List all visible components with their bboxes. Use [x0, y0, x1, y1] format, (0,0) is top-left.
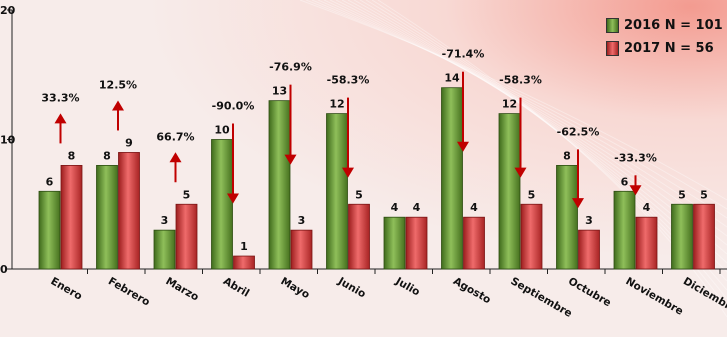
legend: 2016 N = 101 2017 N = 56 — [606, 14, 723, 60]
data-label-2017: 1 — [240, 240, 248, 253]
legend-swatch-2017 — [606, 41, 619, 56]
background-curve — [311, 0, 727, 219]
y-tick-label: 20 — [0, 4, 16, 17]
background-curve — [299, 0, 727, 201]
bar-2017 — [635, 216, 658, 270]
change-arrow-head — [514, 167, 527, 178]
data-label-2017: 9 — [125, 136, 133, 149]
data-label-2016: 4 — [391, 201, 399, 214]
bar-2017 — [520, 203, 543, 270]
change-label: 12.5% — [99, 78, 137, 91]
change-arrow-head — [54, 113, 67, 124]
data-label-2016: 13 — [272, 85, 287, 98]
data-label-2016: 12 — [502, 98, 517, 111]
data-label-2016: 8 — [563, 149, 571, 162]
data-label-2016: 8 — [103, 149, 111, 162]
change-arrow-head — [572, 198, 584, 209]
bar-2016 — [556, 164, 578, 270]
change-label: 33.3% — [41, 91, 79, 104]
data-label-2016: 6 — [46, 175, 54, 188]
change-label: -33.3% — [614, 151, 657, 164]
bar-2016 — [96, 164, 118, 270]
data-label-2017: 4 — [413, 201, 421, 214]
bar-2016 — [613, 190, 636, 270]
change-label: -76.9% — [269, 61, 312, 74]
y-tick-label: 10 — [0, 134, 16, 147]
data-label-2017: 5 — [700, 188, 708, 201]
legend-label-2016: 2016 N = 101 — [624, 18, 723, 33]
bar-2017 — [175, 203, 198, 270]
data-label-2016: 6 — [621, 175, 629, 188]
data-label-2016: 12 — [329, 98, 344, 111]
y-tick-label: 0 — [0, 263, 8, 276]
data-label-2017: 8 — [68, 149, 76, 162]
change-arrow-head — [227, 193, 239, 204]
legend-swatch-2016 — [606, 18, 619, 33]
bar-2017 — [348, 203, 370, 270]
data-label-2016: 14 — [444, 72, 460, 85]
change-label: -58.3% — [327, 74, 370, 87]
bar-2016 — [498, 113, 521, 270]
change-arrow-head — [629, 185, 642, 196]
background-curve — [305, 0, 727, 210]
data-label-2017: 3 — [298, 214, 306, 227]
change-label: -58.3% — [499, 74, 542, 87]
bar-2017 — [60, 164, 83, 270]
data-label-2016: 5 — [678, 188, 686, 201]
bar-2017 — [693, 203, 715, 270]
data-label-2017: 3 — [585, 214, 593, 227]
legend-item-2016: 2016 N = 101 — [606, 14, 723, 37]
background-curve — [317, 0, 727, 228]
change-label: -71.4% — [442, 48, 485, 61]
bar-2017 — [578, 229, 600, 270]
change-label: 66.7% — [156, 130, 194, 143]
bar-2016 — [153, 229, 176, 270]
change-label: -62.5% — [557, 125, 600, 138]
background-curve — [377, 0, 727, 318]
bar-2016 — [326, 113, 348, 270]
bar-2016 — [268, 100, 291, 270]
data-label-2017: 4 — [643, 201, 651, 214]
bar-2016 — [383, 216, 406, 270]
data-label-2017: 5 — [183, 188, 191, 201]
data-label-2016: 3 — [161, 214, 169, 227]
change-label: -90.0% — [212, 100, 255, 113]
bar-2016 — [441, 87, 463, 270]
bar-2017 — [405, 216, 428, 270]
change-arrow-head — [284, 154, 297, 165]
bar-2016 — [671, 203, 693, 270]
bar-2017 — [118, 152, 140, 270]
legend-label-2017: 2017 N = 56 — [624, 41, 714, 56]
data-label-2017: 5 — [355, 188, 363, 201]
change-arrow-head — [342, 167, 354, 178]
background-curve — [323, 0, 727, 237]
bar-2017 — [290, 229, 313, 270]
change-arrow-head — [457, 141, 469, 152]
data-label-2017: 5 — [528, 188, 536, 201]
legend-item-2017: 2017 N = 56 — [606, 37, 723, 60]
data-label-2016: 10 — [214, 124, 230, 137]
bar-2017 — [463, 216, 485, 270]
change-arrow-head — [112, 100, 124, 111]
data-label-2017: 4 — [470, 201, 478, 214]
plot-area: 0102068Enero33.3%89Febrero12.5%35Marzo66… — [0, 4, 727, 320]
change-arrow-head — [169, 152, 182, 163]
bar-2016 — [211, 139, 233, 270]
bar-2016 — [38, 190, 61, 270]
bar-2017 — [233, 255, 255, 270]
